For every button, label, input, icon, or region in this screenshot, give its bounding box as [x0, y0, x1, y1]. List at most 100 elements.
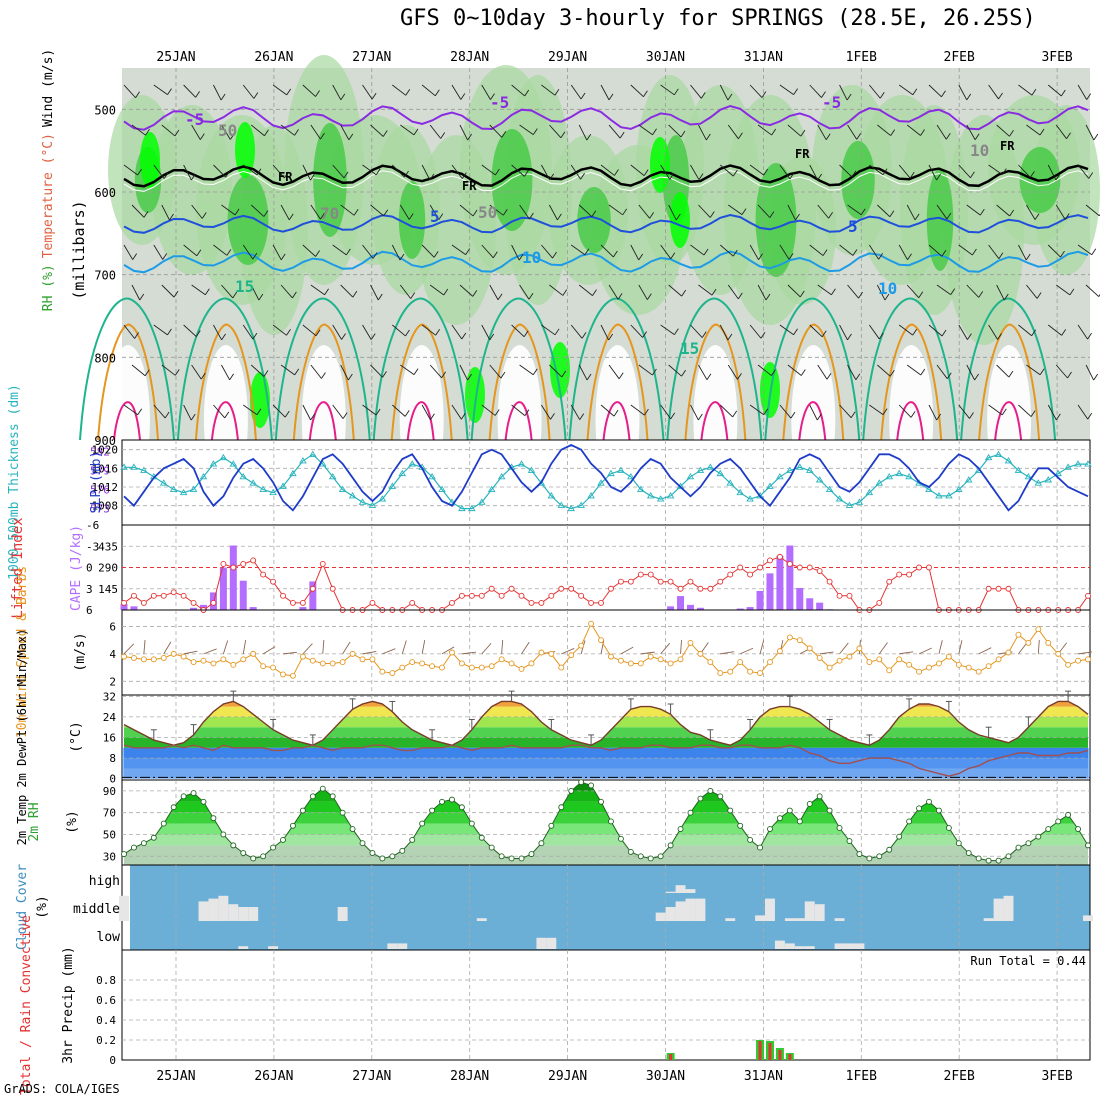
thickness-series-point [636, 485, 645, 492]
wind-speed-series-point [1085, 656, 1091, 663]
wind-speed-series-point [826, 664, 833, 671]
lifted-index-series-point [876, 599, 883, 606]
wind-speed-series-point [419, 660, 426, 667]
wind-barb-flag [581, 332, 587, 339]
p1-ytick-label: 500 [94, 103, 116, 117]
wind-barb-flag [1055, 413, 1061, 421]
rh-series-point [816, 793, 823, 800]
wind-barb-flag [705, 133, 711, 141]
wind-barb [898, 164, 911, 179]
wind-barb [839, 404, 852, 418]
p5-ytick-label: 8 [109, 752, 116, 765]
wind-barb [242, 640, 247, 654]
wind-ylabel: 10m Wind Speed & Barbs [15, 566, 30, 738]
wind-barb [272, 404, 286, 418]
lifted-index-series-point [786, 561, 793, 567]
wind-barb-flag [441, 371, 447, 379]
temp-contour-20 [880, 323, 943, 441]
wind-barb [280, 124, 295, 136]
wind-barb [966, 204, 981, 216]
freezing-level [123, 164, 1089, 188]
wind-barb-flag [226, 249, 232, 256]
wind-barb [668, 124, 682, 138]
cloud-low-bar [834, 943, 845, 949]
wind-barb-flag [1087, 332, 1092, 340]
wind-yunits: (m/s) [73, 632, 88, 671]
wind-barb [221, 284, 234, 299]
wind-barb [749, 164, 764, 176]
rh-core [465, 367, 485, 423]
rh-shade-dark [755, 163, 797, 277]
wind-barb [608, 204, 623, 216]
wind-barb [719, 164, 734, 177]
wind-barb-flag [382, 371, 387, 378]
thickness-series-point [795, 463, 804, 470]
wind-barb-flag [196, 249, 202, 257]
wind-barb-flag [552, 251, 557, 259]
bottom-date-label: 27JAN [352, 1069, 391, 1084]
li-tick-label: 0 [86, 562, 93, 575]
wind-speed-series-point [349, 650, 356, 657]
rh-series-point [677, 826, 684, 832]
wind-barb-flag [831, 288, 836, 296]
lifted-index-series-point [1085, 592, 1091, 599]
wind-barb [660, 404, 672, 420]
rh-shade-dark [926, 169, 954, 271]
rh-series-point [697, 795, 704, 802]
wind-barb-flag [851, 170, 857, 178]
wind-barb [250, 124, 265, 137]
wind-barb [1018, 404, 1032, 417]
wind-barb [988, 244, 1000, 259]
rh-series-point [647, 855, 654, 862]
wind-barb [421, 244, 435, 258]
wind-barb-flag [489, 333, 495, 341]
thickness-series-point [865, 488, 874, 496]
wind-barb-flag [554, 88, 560, 96]
contour-label: FR [278, 170, 293, 184]
wind-speed-series-point [1045, 639, 1052, 646]
wind-barb [817, 284, 832, 296]
thickness-series-point [517, 460, 526, 467]
wind-barb-flag [907, 253, 912, 260]
rh-band [124, 782, 1088, 791]
wind-barb [839, 164, 853, 178]
wind-barb [868, 244, 880, 260]
wind-barb-flag [670, 412, 676, 420]
bottom-date-label: 28JAN [450, 1069, 489, 1084]
wind-barb-flag [405, 89, 411, 96]
thickness-series-point [140, 466, 148, 473]
wind-barb-flag [936, 173, 941, 181]
lifted-index-series-point [578, 592, 585, 599]
wind-speed-series-point [757, 670, 763, 677]
cloud-middle-bar [784, 918, 795, 921]
cloud-low-bar [268, 946, 279, 949]
wind-barb-flag [799, 290, 805, 298]
wind-barb [131, 364, 146, 377]
wind-barb-flag [972, 248, 977, 256]
p1-ytick-label: 600 [94, 186, 116, 200]
wind-barb-flag [800, 129, 806, 137]
precip-convective-bar [669, 1054, 673, 1060]
wind-barb [787, 204, 796, 221]
lifted-index-series-point [657, 578, 664, 585]
wind-speed-series-point [329, 660, 336, 667]
wind-speed-series-point [409, 659, 416, 666]
wind-barb [727, 364, 738, 380]
lifted-index-series-point [329, 585, 336, 592]
temp-contour-15 [176, 297, 273, 441]
wind-barb [660, 244, 672, 260]
rh-series-point [329, 793, 336, 800]
wind-barb-flag [340, 93, 346, 101]
thickness-series-point [696, 466, 705, 473]
wind-barb [459, 124, 469, 141]
wind-barb-flag [132, 253, 138, 260]
wind-barb [310, 204, 321, 220]
wind-barb-flag [579, 413, 585, 420]
wind-barb-flag [608, 93, 614, 101]
wind-barb-flag [342, 412, 348, 419]
wind-barb [817, 364, 828, 380]
thickness-series-point [259, 485, 267, 492]
wind-barb [521, 641, 530, 655]
lifted-index-series-point [687, 578, 694, 585]
